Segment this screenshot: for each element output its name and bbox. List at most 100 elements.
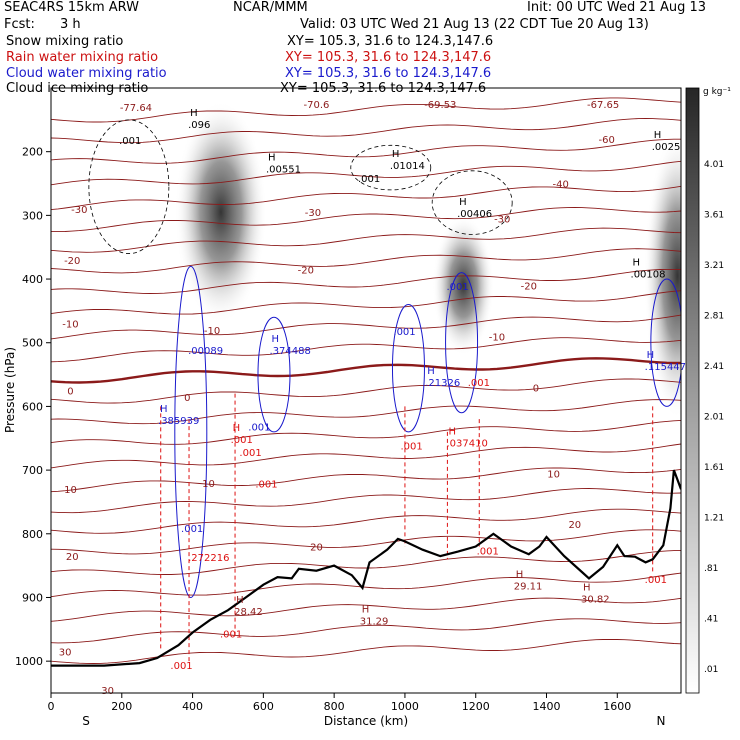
y-tick-label: 400: [22, 273, 43, 286]
extremum-value: .00551: [266, 164, 301, 175]
y-tick-label: 700: [22, 464, 43, 477]
y-axis-label: Pressure (hPa): [3, 347, 17, 433]
isotherm-label: -30: [494, 215, 510, 226]
forecast-label: Fcst:: [4, 17, 35, 32]
extremum-value: .001: [255, 480, 277, 491]
isotherm-line: [51, 337, 681, 363]
terrain-line: [51, 469, 681, 667]
y-tick-label: 200: [22, 146, 43, 159]
isotherm-label: -20: [521, 281, 537, 292]
colorbar-tick-label: .01: [704, 665, 718, 675]
temperature-contours: [51, 97, 681, 664]
snow-shading: [174, 100, 681, 420]
isotherm-line: [51, 399, 681, 425]
extremum-value: .001: [231, 435, 253, 446]
isotherm-label: 0: [184, 393, 190, 404]
extremum-marker: H: [392, 149, 400, 160]
extremum-marker: H: [233, 423, 241, 434]
field-rain-name: Rain water mixing ratio: [6, 50, 159, 65]
colorbar-tick-label: .41: [704, 615, 718, 625]
cloud-water-contour: [445, 272, 479, 414]
extremum-value: .01014: [390, 161, 425, 172]
contour-labels: -70.6 -69.53 -77.64 -67.65 -60 -40 -30 -30 -30 -2…: [59, 100, 686, 697]
isotherm-label: -77.64: [120, 103, 152, 114]
isotherm-label: -40: [552, 180, 568, 191]
cloud-ice-contour: [431, 170, 513, 235]
cloud-water-contour: [391, 304, 425, 433]
isotherm-label: -67.65: [587, 100, 619, 111]
isotherm-line: [51, 248, 681, 274]
cloud-ice-contour: [88, 119, 170, 254]
cloud-water-contour: [257, 316, 291, 433]
colorbar-unit: g kg⁻¹: [703, 87, 731, 97]
extremum-marker: H: [236, 595, 244, 606]
extremum-value: .00089: [188, 346, 223, 357]
extremum-value: .00406: [457, 209, 492, 220]
isotherm-label: -10: [204, 326, 220, 337]
x-tick-label: 800: [324, 700, 345, 713]
extremum-value: .001: [239, 448, 261, 459]
extremum-value: .096: [188, 120, 210, 131]
extremum-value: .0025: [652, 142, 681, 153]
extremum-value: 28.42: [234, 607, 263, 618]
y-tick-label: 1000: [15, 655, 43, 668]
isotherm-line: [51, 314, 681, 340]
isotherm-line: [51, 290, 681, 315]
isotherm-label: -60: [599, 135, 615, 146]
isotherm-line: [51, 419, 681, 445]
colorbar-tick-label: 3.21: [704, 261, 724, 271]
extremum-value: .001: [477, 547, 499, 558]
colorbar-tick-label: 1.61: [704, 463, 724, 473]
isotherm-label: 20: [66, 552, 79, 563]
extremum-marker: H: [272, 334, 280, 345]
isotherm-label: -10: [62, 320, 78, 331]
colorbar-tick-label: 4.01: [704, 160, 724, 170]
valid-time: Valid: 03 UTC Wed 21 Aug 13 (22 CDT Tue …: [300, 17, 649, 32]
extremum-marker: H: [190, 108, 198, 119]
isotherm-line: [51, 185, 681, 211]
hydrometeor-contours: [88, 119, 681, 662]
snow-plume-0: [174, 100, 267, 324]
org-label: NCAR/MMM: [233, 0, 308, 15]
x-tick-label: 1200: [462, 700, 490, 713]
isotherm-label: 10: [64, 485, 77, 496]
extremum-marker: H: [160, 404, 168, 415]
isotherm-label: -70.6: [304, 100, 330, 111]
isotherm-label: -20: [298, 266, 314, 277]
cloud-ice-contour: [350, 144, 432, 191]
extremum-value: .001: [181, 524, 203, 535]
isotherm-label: 10: [202, 479, 215, 490]
extremum-value: .21326: [425, 378, 460, 389]
isotherm-label: -30: [305, 208, 321, 219]
isotherm-line: [51, 97, 681, 123]
isotherm-label: -30: [71, 205, 87, 216]
y-tick-label: 600: [22, 400, 43, 413]
y-tick-label: 800: [22, 528, 43, 541]
endpoint-right-label: N: [657, 714, 666, 728]
isotherm-line: [51, 268, 681, 294]
x-tick-label: 0: [48, 700, 55, 713]
colorbar-tick-label: 2.81: [704, 312, 724, 322]
y-tick-label: 500: [22, 337, 43, 350]
x-axis-label: Distance (km): [324, 714, 408, 728]
colorbar-tick-label: .81: [704, 564, 718, 574]
isotherm-label: 0: [67, 387, 73, 398]
colorbar-tick-label: 2.41: [704, 362, 724, 372]
isotherm-line: [51, 467, 681, 493]
colorbar-tick-label: 2.01: [704, 413, 724, 423]
axes: 0 200 400 600 800 1000 1200 1400 160020030040050…: [15, 146, 631, 713]
endpoint-left-label: S: [82, 714, 90, 728]
isotherm-line: [51, 443, 681, 469]
colorbar-tick-label: 3.61: [704, 211, 724, 221]
isotherm-line: [51, 378, 681, 404]
isotherm-line: [51, 207, 681, 233]
field-snow-name: Snow mixing ratio: [6, 34, 124, 49]
x-tick-label: 1600: [603, 700, 631, 713]
x-tick-label: 1400: [533, 700, 561, 713]
forecast-value: 3 h: [60, 17, 81, 32]
plot-frame: [50, 87, 682, 694]
extremum-value: .001: [393, 327, 415, 338]
field-cloudwater-name: Cloud water mixing ratio: [6, 66, 167, 81]
colorbar-ramp: [685, 87, 700, 694]
